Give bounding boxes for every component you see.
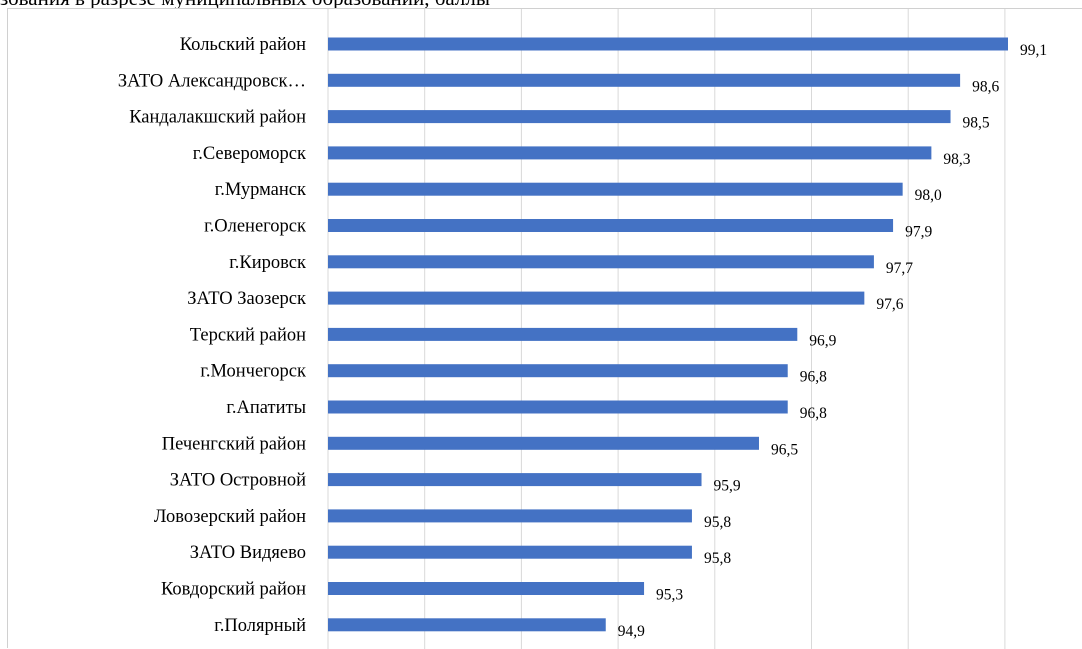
chart-caption: зования в разрезе муниципальных образова… [0,0,1082,8]
bar-chart: Кольский район ЗАТО Александровск… Кандала… [118,9,1047,649]
category-label: ЗАТО Островной [170,471,306,491]
bar [328,473,702,487]
bar [328,545,692,559]
bar [328,327,798,341]
value-label: 95,9 [714,478,741,495]
category-label: Ковдорский район [161,580,306,600]
value-label: 96,8 [800,369,827,386]
category-label: ЗАТО Александровск… [118,71,306,91]
chart-area: Кольский район ЗАТО Александровск… Кандала… [7,8,1082,649]
bar [328,110,951,124]
value-label: 95,8 [704,514,731,531]
value-label: 96,5 [771,441,798,458]
value-label: 97,7 [886,260,913,277]
bar [328,509,692,523]
category-label: г.Апатиты [226,398,306,418]
bar [328,37,1008,51]
bar [328,582,645,595]
category-label: Кольский район [180,35,306,55]
bar [328,255,874,269]
bar [328,182,903,196]
category-label: г.Кировск [229,253,306,273]
value-label: 98,0 [915,187,942,204]
value-label: 94,9 [618,623,645,640]
category-label: Терский район [190,325,306,345]
value-label: 97,6 [876,296,903,313]
bar [328,400,788,414]
value-label: 96,8 [800,405,827,422]
category-label: г.Мончегорск [200,362,306,382]
bar [328,364,788,378]
bars [328,37,1008,632]
category-label: Кандалакшский район [129,108,306,128]
value-label: 99,1 [1020,42,1047,59]
category-label: ЗАТО Заозерск [187,289,306,309]
value-label: 98,5 [963,115,990,132]
bar [328,436,759,450]
category-label: г.Оленегорск [204,217,306,237]
category-label: ЗАТО Видяево [190,543,306,563]
value-label: 96,9 [809,332,836,349]
category-label: г.Мурманск [215,180,306,200]
bar [328,618,606,632]
category-labels: Кольский район ЗАТО Александровск… Кандала… [118,35,306,636]
category-label: г.Североморск [193,144,306,164]
bar [328,291,865,305]
value-label: 95,3 [656,587,683,604]
value-label: 95,8 [704,550,731,567]
value-labels: 99,1 98,6 98,5 98,3 98,0 97,9 97,7 97,6 96,9 96,8… [618,42,1047,640]
category-label: Ловозерский район [154,507,306,527]
bar [328,73,961,87]
bar [328,219,894,232]
value-label: 98,3 [943,151,970,168]
bar [328,146,932,160]
value-label: 97,9 [905,224,932,241]
category-label: Печенгский район [162,434,306,454]
category-label: г.Полярный [214,616,306,636]
value-label: 98,6 [972,78,999,95]
